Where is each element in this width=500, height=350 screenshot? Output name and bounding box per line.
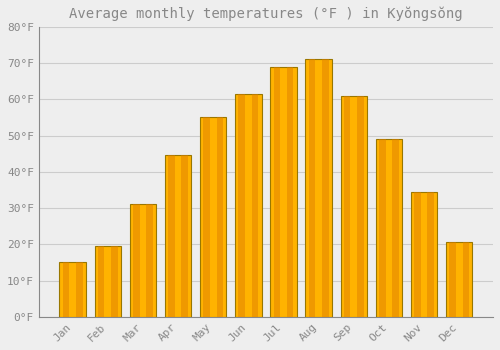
Bar [238, 94, 245, 317]
Bar [111, 246, 117, 317]
Bar [357, 96, 364, 317]
Bar [62, 262, 70, 317]
Bar [306, 60, 332, 317]
Bar [168, 155, 175, 317]
Bar [340, 96, 367, 317]
Bar [60, 262, 86, 317]
Bar [287, 66, 294, 317]
Bar [133, 204, 140, 317]
Bar [392, 139, 399, 317]
Bar [379, 139, 386, 317]
Bar [274, 66, 280, 317]
Bar [414, 192, 421, 317]
Bar [252, 94, 258, 317]
Bar [411, 192, 438, 317]
Bar [165, 155, 191, 317]
Bar [182, 155, 188, 317]
Bar [344, 96, 350, 317]
Bar [270, 66, 296, 317]
Bar [235, 94, 262, 317]
Bar [76, 262, 82, 317]
Title: Average monthly temperatures (°F ) in Kyŏngsŏng: Average monthly temperatures (°F ) in Ky… [69, 7, 462, 21]
Bar [146, 204, 153, 317]
Bar [376, 139, 402, 317]
Bar [204, 117, 210, 317]
Bar [446, 243, 472, 317]
Bar [98, 246, 104, 317]
Bar [94, 246, 121, 317]
Bar [216, 117, 223, 317]
Bar [200, 117, 226, 317]
Bar [322, 60, 328, 317]
Bar [130, 204, 156, 317]
Bar [462, 243, 469, 317]
Bar [428, 192, 434, 317]
Bar [450, 243, 456, 317]
Bar [309, 60, 316, 317]
